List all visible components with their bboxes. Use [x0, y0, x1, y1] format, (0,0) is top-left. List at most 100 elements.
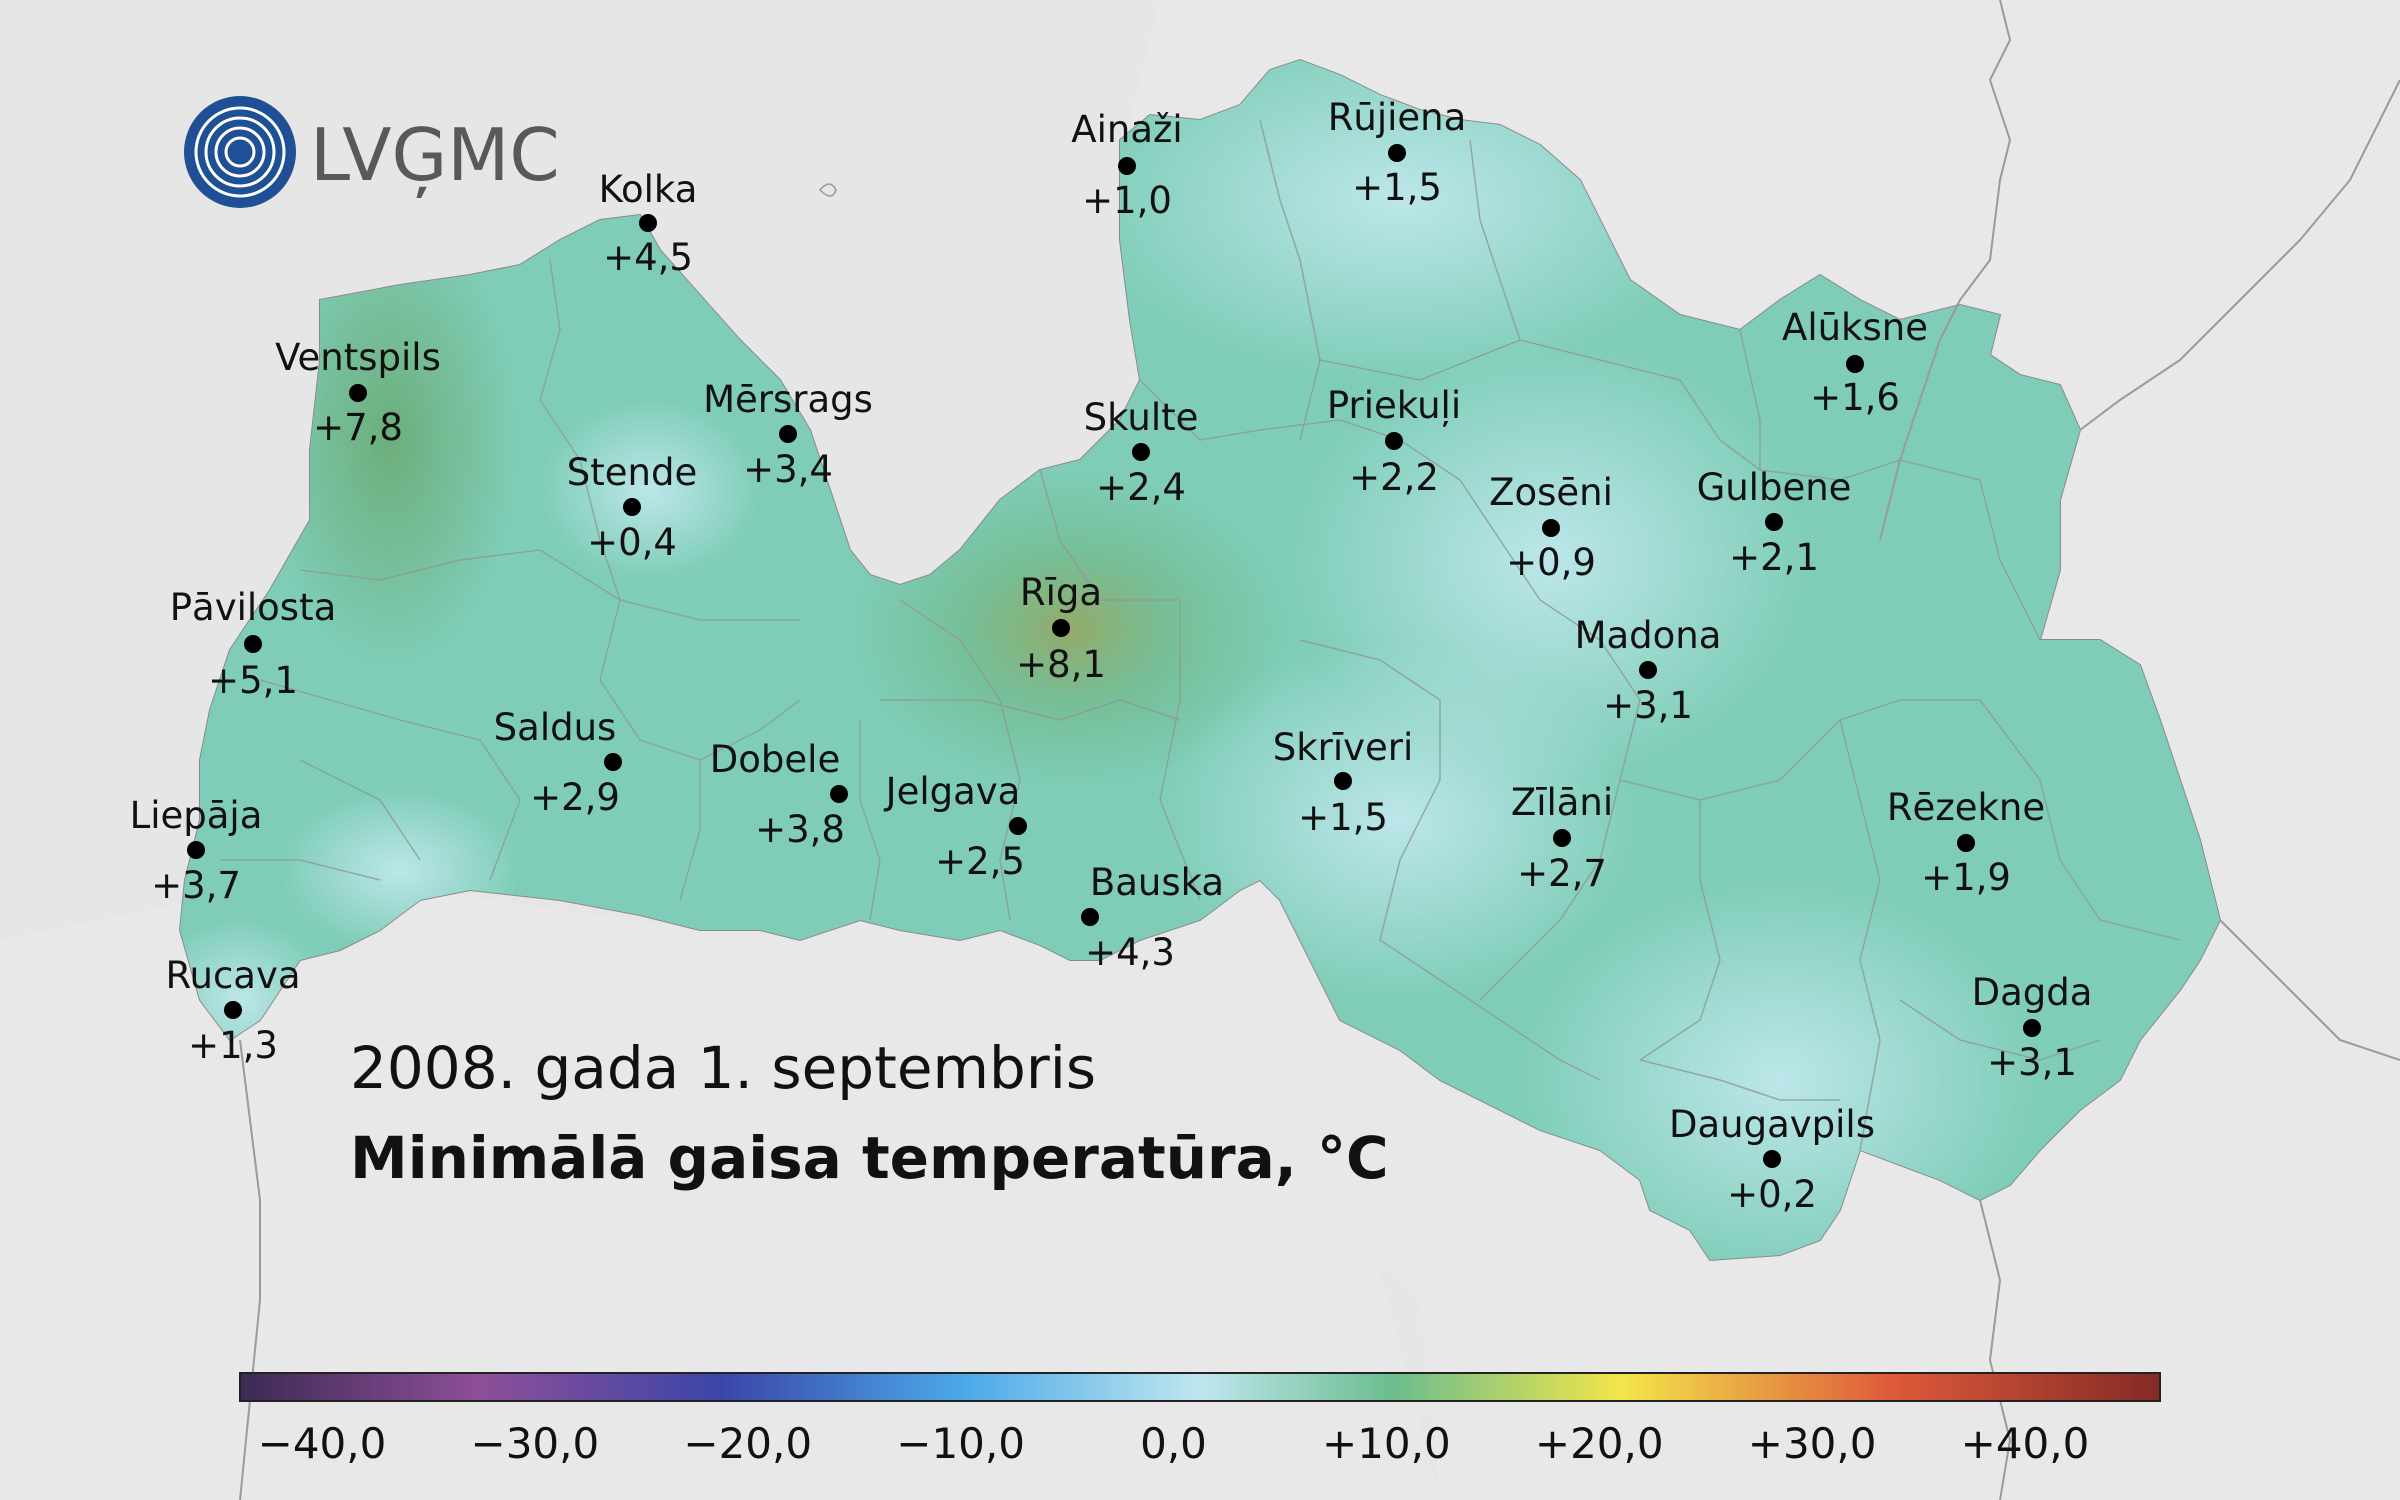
station-skulte: Skulte +2,4	[1084, 396, 1199, 509]
station-value: +2,5	[935, 840, 1025, 883]
station-name: Dagda	[1972, 971, 2093, 1014]
colorbar: −40,0 −30,0 −20,0 −10,0 0,0 +10,0 +20,0 +30,0 +4…	[239, 1372, 2161, 1468]
station-value: +4,3	[1085, 931, 1175, 974]
station-value: +0,4	[587, 521, 677, 564]
station-zilani: Zīlāni +2,7	[1511, 781, 1613, 895]
station-name: Skrīveri	[1273, 726, 1414, 769]
colorbar-tick-label: +10,0	[1322, 1419, 1451, 1468]
station-name: Stende	[567, 451, 697, 494]
station-dot	[1334, 772, 1352, 790]
station-value: +1,9	[1921, 856, 2011, 899]
lvgmc-logo-icon	[184, 96, 296, 208]
station-madona: Madona +3,1	[1575, 614, 1722, 727]
station-bauska: Bauska +4,3	[1081, 861, 1224, 974]
colorbar-tick-label: −20,0	[683, 1419, 812, 1468]
station-dot	[224, 1001, 242, 1019]
station-dot	[779, 425, 797, 443]
station-dot	[244, 635, 262, 653]
station-value: +2,1	[1729, 536, 1819, 579]
station-dobele: Dobele +3,8	[710, 738, 848, 851]
station-dot	[1388, 144, 1406, 162]
station-value: +2,7	[1517, 852, 1607, 895]
station-value: +3,1	[1603, 684, 1693, 727]
colorbar-tick-label: +30,0	[1748, 1419, 1877, 1468]
colorbar-ticks: −40,0 −30,0 −20,0 −10,0 0,0 +10,0 +20,0 +30,0 +4…	[258, 1419, 2090, 1468]
station-stende: Stende +0,4	[567, 451, 697, 564]
station-name: Priekuļi	[1327, 384, 1461, 427]
station-name: Rūjiena	[1328, 96, 1467, 139]
neighbor-land-south	[0, 890, 1440, 1500]
station-daugavpils: Daugavpils +0,2	[1669, 1103, 1875, 1216]
station-priekuli: Priekuļi +2,2	[1327, 384, 1461, 499]
station-value: +1,3	[188, 1024, 278, 1067]
station-name: Liepāja	[130, 794, 263, 837]
station-value: +3,4	[743, 448, 833, 491]
station-dagda: Dagda +3,1	[1972, 971, 2093, 1084]
station-value: +1,5	[1352, 166, 1442, 209]
station-value: +1,0	[1082, 179, 1172, 222]
station-value: +4,5	[603, 236, 693, 279]
station-zoseni: Zosēni +0,9	[1489, 471, 1613, 584]
station-ventspils: Ventspils +7,8	[275, 336, 441, 449]
colorbar-tick-label: −30,0	[471, 1419, 600, 1468]
station-dot	[349, 384, 367, 402]
station-gulbene: Gulbene +2,1	[1697, 466, 1852, 579]
colorbar-tick-label: −40,0	[258, 1419, 387, 1468]
station-pavilosta: Pāvilosta +5,1	[170, 586, 337, 702]
station-value: +2,9	[530, 776, 620, 819]
station-value: +3,8	[755, 808, 845, 851]
station-riga: Rīga +8,1	[1016, 571, 1106, 686]
station-dot	[1385, 432, 1403, 450]
station-dot	[1081, 908, 1099, 926]
country-borders	[239, 0, 2400, 1500]
station-value: +0,9	[1506, 541, 1596, 584]
station-value: +3,1	[1987, 1041, 2077, 1084]
station-dot	[1542, 519, 1560, 537]
station-value: +8,1	[1016, 643, 1106, 686]
station-value: +2,4	[1096, 466, 1186, 509]
station-name: Ainaži	[1071, 108, 1182, 151]
municipality-borders	[220, 119, 2181, 1151]
station-rucava: Rucava +1,3	[165, 954, 300, 1067]
station-dot	[1957, 834, 1975, 852]
station-mersrags: Mērsrags +3,4	[703, 378, 873, 491]
station-name: Rucava	[165, 954, 300, 997]
station-name: Mērsrags	[703, 378, 873, 421]
station-value: +0,2	[1727, 1173, 1817, 1216]
station-name: Kolka	[599, 168, 698, 211]
station-skriveri: Skrīveri +1,5	[1273, 726, 1414, 839]
station-kolka: Kolka +4,5	[599, 168, 698, 279]
station-dot	[1118, 157, 1136, 175]
station-dot	[1553, 829, 1571, 847]
station-dot	[1052, 619, 1070, 637]
station-name: Alūksne	[1782, 306, 1928, 349]
station-aluksne: Alūksne +1,6	[1782, 306, 1928, 419]
station-value: +3,7	[151, 864, 241, 907]
colorbar-tick-label: +40,0	[1961, 1419, 2090, 1468]
colorbar-tick-label: −10,0	[896, 1419, 1025, 1468]
logo-rings	[194, 106, 286, 198]
station-name: Daugavpils	[1669, 1103, 1875, 1146]
station-name: Bauska	[1090, 861, 1224, 904]
station-name: Rēzekne	[1887, 786, 2045, 829]
station-name: Rīga	[1020, 571, 1102, 614]
station-dot	[830, 785, 848, 803]
station-dot	[1639, 661, 1657, 679]
station-value: +5,1	[208, 659, 298, 702]
station-value: +1,5	[1298, 796, 1388, 839]
station-dot	[187, 841, 205, 859]
station-ainazi: Ainaži +1,0	[1071, 108, 1182, 222]
station-saldus: Saldus +2,9	[494, 706, 622, 819]
colorbar-tick-label: +20,0	[1535, 1419, 1664, 1468]
station-dot	[639, 214, 657, 232]
station-value: +2,2	[1349, 456, 1439, 499]
station-rezekne: Rēzekne +1,9	[1887, 786, 2045, 899]
colorbar-tick-label: 0,0	[1140, 1419, 1207, 1468]
islet	[818, 183, 837, 197]
lvgmc-logo: LVĢMC	[184, 96, 560, 208]
station-liepaja: Liepāja +3,7	[130, 794, 263, 907]
logo-text: LVĢMC	[310, 113, 560, 198]
map-date-title: 2008. gada 1. septembris	[350, 1034, 1096, 1102]
station-rujiena: Rūjiena +1,5	[1328, 96, 1467, 209]
